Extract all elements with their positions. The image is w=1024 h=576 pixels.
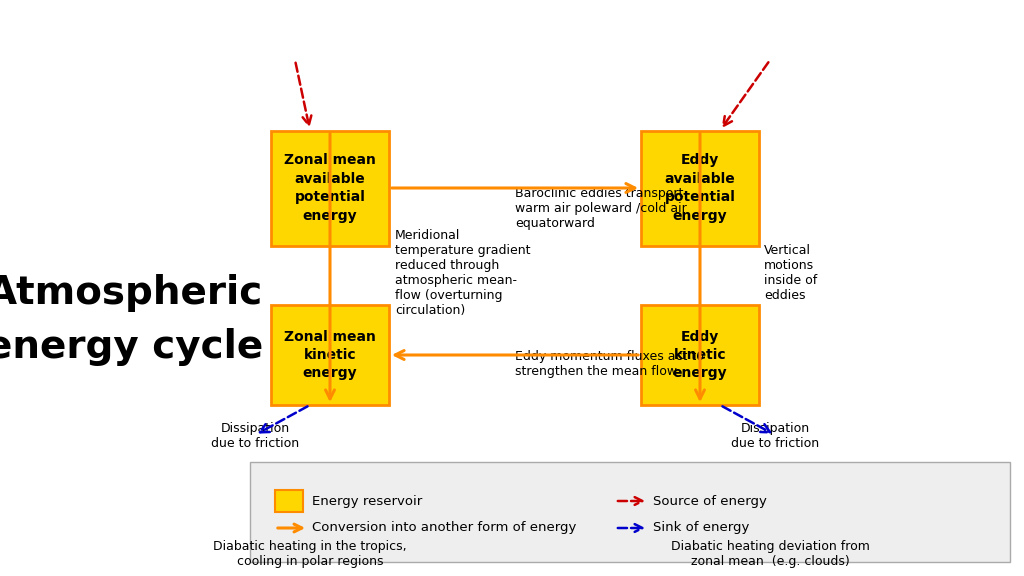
Text: Baroclinic eddies transport
warm air poleward /cold air
equatorward: Baroclinic eddies transport warm air pol… [515, 187, 687, 230]
FancyBboxPatch shape [271, 131, 389, 245]
Text: Zonal mean
available
potential
energy: Zonal mean available potential energy [284, 153, 376, 222]
FancyBboxPatch shape [275, 490, 303, 512]
Text: Diabatic heating in the tropics,
cooling in polar regions: Diabatic heating in the tropics, cooling… [213, 540, 407, 568]
Text: Conversion into another form of energy: Conversion into another form of energy [312, 521, 577, 535]
FancyBboxPatch shape [271, 305, 389, 405]
Text: Eddy momentum fluxes act to
strengthen the mean flow: Eddy momentum fluxes act to strengthen t… [515, 350, 703, 378]
Text: Vertical
motions
inside of
eddies: Vertical motions inside of eddies [764, 244, 817, 302]
Text: Eddy
kinetic
energy: Eddy kinetic energy [673, 329, 727, 380]
Text: Sink of energy: Sink of energy [653, 521, 750, 535]
Text: Dissipation
due to friction: Dissipation due to friction [211, 422, 299, 450]
Text: Eddy
available
potential
energy: Eddy available potential energy [665, 153, 735, 222]
FancyBboxPatch shape [641, 305, 759, 405]
FancyBboxPatch shape [250, 462, 1010, 562]
Text: Meridional
temperature gradient
reduced through
atmospheric mean-
flow (overturn: Meridional temperature gradient reduced … [395, 229, 530, 317]
Text: Diabatic heating deviation from
zonal mean  (e.g. clouds): Diabatic heating deviation from zonal me… [671, 540, 869, 568]
FancyBboxPatch shape [641, 131, 759, 245]
Text: Source of energy: Source of energy [653, 495, 767, 507]
Text: Energy reservoir: Energy reservoir [312, 495, 422, 507]
Text: Zonal mean
kinetic
energy: Zonal mean kinetic energy [284, 329, 376, 380]
Text: Dissipation
due to friction: Dissipation due to friction [731, 422, 819, 450]
Text: Atmospheric
energy cycle: Atmospheric energy cycle [0, 275, 263, 366]
